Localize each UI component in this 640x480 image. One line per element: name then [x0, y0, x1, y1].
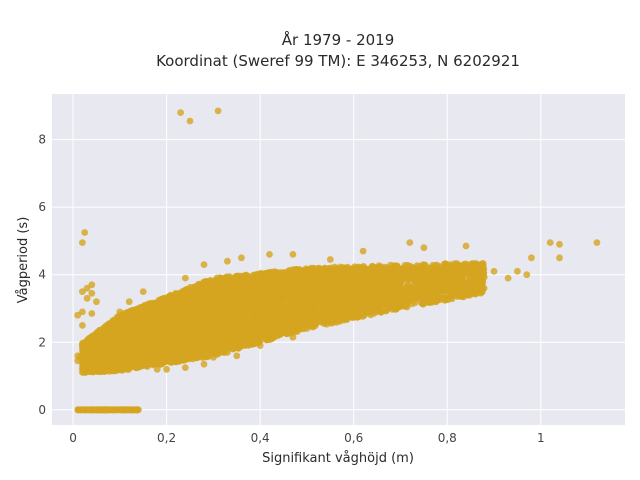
data-point	[147, 325, 155, 333]
data-point	[165, 347, 173, 355]
data-point	[87, 334, 95, 342]
data-point	[136, 342, 144, 349]
data-point	[119, 321, 126, 329]
data-point	[151, 301, 159, 308]
data-point	[82, 338, 90, 345]
data-point	[162, 357, 170, 365]
data-point	[179, 353, 187, 361]
data-point	[203, 322, 210, 330]
data-point	[80, 364, 88, 372]
data-point	[235, 316, 243, 324]
data-point	[156, 341, 164, 349]
data-point	[202, 299, 210, 307]
data-point	[187, 315, 195, 323]
data-point	[187, 307, 194, 315]
data-point	[111, 364, 118, 372]
plot-area	[52, 94, 625, 425]
data-point	[175, 337, 182, 345]
data-point	[147, 339, 154, 347]
data-point	[168, 310, 175, 317]
data-point	[89, 368, 97, 376]
data-point	[87, 348, 94, 356]
data-point	[146, 351, 154, 359]
data-point	[98, 340, 106, 348]
data-point	[218, 317, 226, 324]
data-point	[171, 316, 179, 323]
data-point	[145, 316, 153, 323]
chart-title-line-2: Koordinat (Sweref 99 TM): E 346253, N 62…	[156, 52, 520, 70]
data-point	[99, 363, 107, 371]
data-point	[83, 358, 90, 366]
data-point	[103, 324, 110, 332]
data-point	[125, 313, 133, 320]
data-point	[138, 304, 146, 312]
data-point	[211, 278, 219, 286]
data-point	[140, 328, 148, 336]
data-point	[99, 346, 107, 354]
data-point	[244, 299, 251, 307]
data-point	[91, 361, 99, 369]
data-point	[129, 319, 137, 327]
data-point	[177, 346, 185, 354]
data-point	[187, 335, 195, 343]
data-point	[157, 313, 165, 321]
data-point	[159, 296, 167, 304]
data-point	[122, 341, 130, 349]
data-point	[133, 311, 140, 318]
data-point	[185, 288, 193, 296]
data-point	[137, 362, 145, 370]
data-point	[211, 312, 218, 320]
data-point	[107, 334, 114, 342]
data-point	[109, 355, 117, 362]
data-point	[118, 360, 126, 368]
data-point	[128, 329, 136, 337]
data-point	[166, 322, 174, 330]
data-point	[183, 296, 191, 304]
data-point	[197, 285, 205, 293]
data-point	[126, 357, 134, 365]
data-point	[180, 302, 187, 310]
data-point	[124, 366, 132, 373]
data-point	[165, 336, 173, 344]
data-point	[116, 352, 124, 360]
data-point	[93, 337, 100, 345]
data-point	[141, 334, 149, 342]
data-points	[74, 107, 601, 414]
data-point	[195, 294, 203, 302]
data-point	[199, 339, 207, 347]
data-point	[200, 349, 207, 357]
data-point	[135, 322, 143, 330]
data-point	[193, 326, 201, 334]
data-point	[94, 349, 101, 357]
data-point	[174, 326, 182, 333]
chart-title-line-1: År 1979 - 2019	[282, 30, 395, 49]
data-point	[101, 352, 109, 360]
data-point	[171, 296, 179, 303]
data-point	[192, 352, 200, 360]
data-point	[204, 329, 212, 337]
